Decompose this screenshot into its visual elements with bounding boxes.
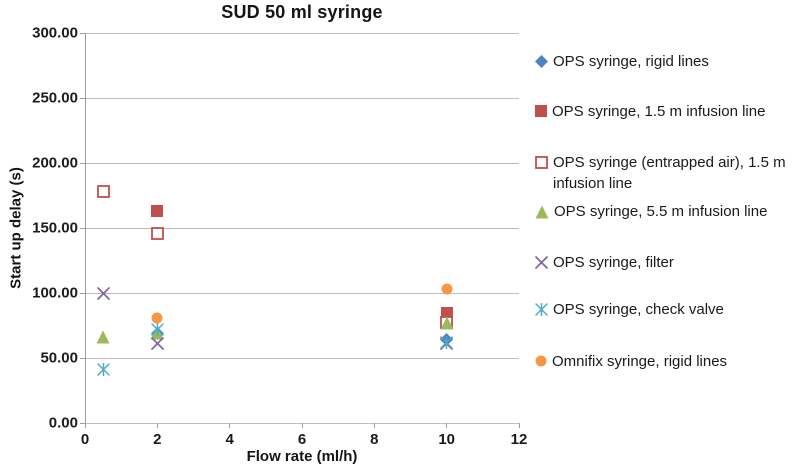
y-tick-mark (80, 162, 85, 164)
legend-label: OPS syringe, filter (553, 254, 674, 271)
data-point-circle (151, 312, 163, 324)
square-icon (535, 105, 547, 117)
legend-item: OPS syringe, check valve (535, 299, 795, 320)
legend-item: OPS syringe, 1.5 m infusion line (535, 101, 794, 122)
x-tick-mark (446, 423, 448, 428)
x-axis-title: Flow rate (ml/h) (246, 448, 358, 465)
y-tick-mark (80, 97, 85, 99)
asterisk-icon (535, 302, 548, 317)
x-icon (535, 256, 548, 269)
y-tick-label: 150.00 (32, 219, 78, 237)
chart-title: SUD 50 ml syringe (221, 2, 383, 22)
y-tick-label: 300.00 (32, 24, 78, 42)
x-tick-mark (373, 423, 375, 428)
gridline (85, 357, 519, 359)
data-point-triangle (96, 330, 110, 344)
gridline (85, 227, 519, 229)
x-tick-mark (518, 423, 520, 428)
x-tick-mark (301, 423, 303, 428)
gridline (85, 162, 519, 164)
data-point-square-open (150, 226, 164, 240)
legend-label: OPS syringe (entrapped air), 1.5 m infus… (553, 154, 786, 192)
square-open-icon (535, 156, 548, 169)
y-tick-label: 0.00 (48, 414, 78, 432)
legend-item: OPS syringe, rigid lines (535, 51, 795, 72)
diamond-icon (535, 55, 548, 68)
y-tick-mark (80, 292, 85, 294)
data-point-square-open (96, 185, 110, 198)
y-tick-label: 50.00 (40, 349, 78, 367)
x-tick-label: 2 (153, 431, 162, 448)
y-tick-mark (80, 32, 85, 34)
x-tick-mark (84, 423, 86, 428)
gridline (85, 32, 519, 34)
x-tick-label: 4 (225, 431, 234, 448)
data-point-circle (441, 283, 453, 295)
y-tick-label: 200.00 (32, 154, 78, 172)
data-point-x (150, 337, 164, 351)
data-point-square (151, 205, 164, 218)
legend-label: OPS syringe, 1.5 m infusion line (552, 103, 766, 120)
legend-item: OPS syringe (entrapped air), 1.5 m infus… (535, 152, 795, 194)
legend-label: Omnifix syringe, rigid lines (552, 353, 728, 370)
legend-label: OPS syringe, rigid lines (553, 53, 709, 70)
y-tick-mark (80, 422, 85, 424)
x-tick-label: 10 (438, 431, 455, 448)
triangle-icon (535, 205, 549, 219)
x-tick-mark (229, 423, 231, 428)
legend-item: OPS syringe, 5.5 m infusion line (535, 201, 796, 222)
y-tick-mark (80, 227, 85, 229)
gridline (85, 292, 519, 294)
x-tick-mark (156, 423, 158, 428)
data-point-x (96, 286, 110, 300)
x-tick-label: 6 (297, 431, 307, 448)
data-point-asterisk (96, 362, 110, 377)
x-tick-label: 0 (80, 431, 90, 448)
legend: OPS syringe, rigid lines OPS syringe, 1.5… (535, 0, 801, 472)
x-tick-label: 12 (510, 431, 528, 448)
y-tick-label: 250.00 (32, 89, 78, 107)
data-point-square (440, 306, 453, 319)
legend-label: OPS syringe, 5.5 m infusion line (554, 203, 768, 220)
y-tick-label: 100.00 (32, 284, 78, 302)
gridline (85, 97, 519, 99)
y-axis-line (85, 33, 86, 424)
data-point-asterisk (440, 335, 453, 350)
circle-icon (535, 355, 547, 367)
x-tick-label: 8 (370, 431, 379, 448)
data-point-triangle (440, 316, 454, 330)
legend-label: OPS syringe, check valve (553, 301, 724, 318)
y-tick-mark (80, 357, 85, 359)
data-point-asterisk (151, 322, 164, 337)
legend-item: Omnifix syringe, rigid lines (535, 351, 794, 372)
legend-item: OPS syringe, filter (535, 252, 795, 273)
